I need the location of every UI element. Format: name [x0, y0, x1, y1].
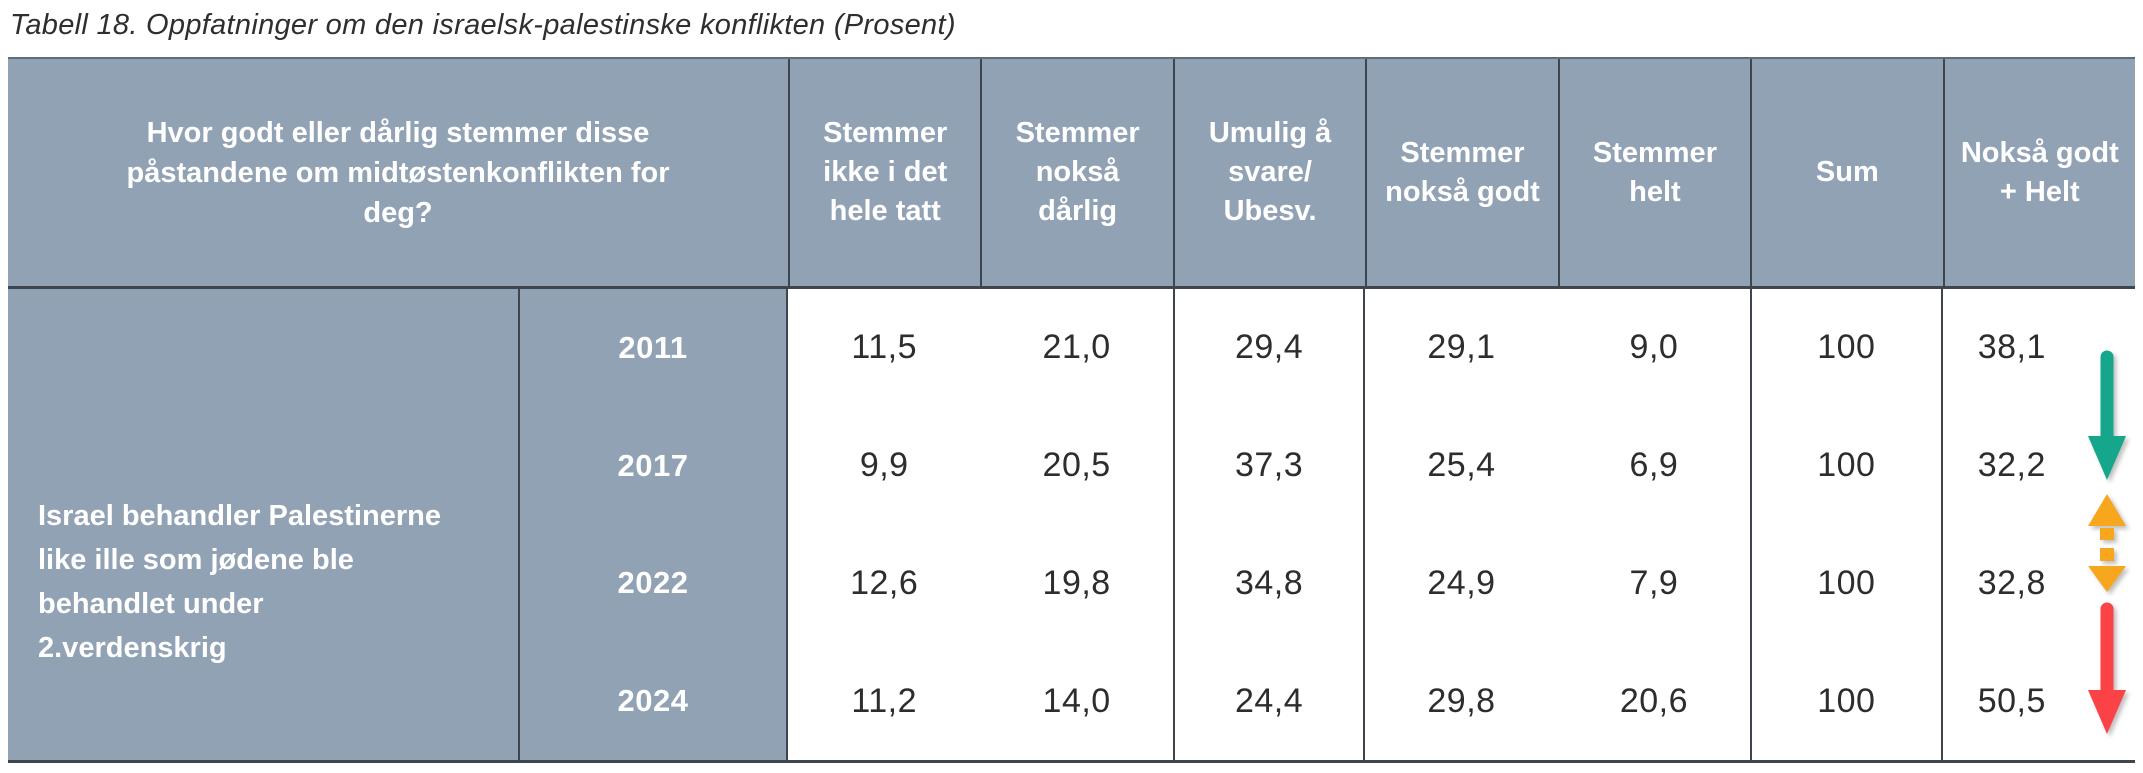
- value-cell: 6,9: [1557, 406, 1751, 525]
- value-cell: 20,5: [980, 406, 1173, 525]
- col-header-noksa-godt-helt: Nokså godt + Helt: [1942, 59, 2135, 289]
- value-cell: 29,4: [1172, 289, 1366, 407]
- col-header-stemmer-helt: Stemmer helt: [1557, 59, 1751, 289]
- value-cell: 24,4: [1172, 642, 1366, 760]
- year-label-2011: 2011: [520, 289, 788, 407]
- value-cell: 11,2: [788, 642, 981, 760]
- col-header-stemmer-noksa-darlig: Stemmer nokså dårlig: [980, 59, 1173, 289]
- table-18: Hvor godt eller dårlig stemmer disse pås…: [8, 57, 2135, 763]
- question-header-text: Hvor godt eller dårlig stemmer disse pås…: [126, 116, 670, 229]
- statement-cell: Israel behandler Palestinerne like ille …: [8, 289, 520, 760]
- value-cell: 9,9: [788, 406, 981, 525]
- value-cell: 34,8: [1172, 524, 1366, 643]
- year-label-2022: 2022: [520, 524, 788, 643]
- year-label-2024: 2024: [520, 642, 788, 760]
- value-cell: 32,2: [1942, 406, 2135, 525]
- value-cell: 100: [1750, 406, 1943, 525]
- value-cell: 9,0: [1557, 289, 1751, 407]
- value-cell: 7,9: [1557, 524, 1751, 643]
- value-cell: 38,1: [1942, 289, 2135, 407]
- table-title: Tabell 18. Oppfatninger om den israelsk-…: [10, 9, 956, 41]
- value-cell: 29,1: [1365, 289, 1558, 407]
- value-cell: 11,5: [788, 289, 981, 407]
- value-cell: 12,6: [788, 524, 981, 643]
- value-cell: 100: [1750, 524, 1943, 643]
- value-cell: 100: [1750, 642, 1943, 760]
- col-header-stemmer-ikke-i-det-hele-tatt: Stemmer ikke i det hele tatt: [788, 59, 981, 289]
- value-cell: 32,8: [1942, 524, 2135, 643]
- value-cell: 29,8: [1365, 642, 1558, 760]
- value-cell: 14,0: [980, 642, 1173, 760]
- col-header-sum: Sum: [1750, 59, 1943, 289]
- value-cell: 25,4: [1365, 406, 1558, 525]
- value-cell: 21,0: [980, 289, 1173, 407]
- value-cell: 50,5: [1942, 642, 2135, 760]
- value-cell: 37,3: [1172, 406, 1366, 525]
- col-header-stemmer-noksa-godt: Stemmer nokså godt: [1365, 59, 1558, 289]
- value-cell: 24,9: [1365, 524, 1558, 643]
- question-header-cell: Hvor godt eller dårlig stemmer disse pås…: [8, 59, 788, 289]
- year-label-2017: 2017: [520, 406, 788, 525]
- value-cell: 20,6: [1557, 642, 1751, 760]
- value-cell: 100: [1750, 289, 1943, 407]
- value-cell: 19,8: [980, 524, 1173, 643]
- col-header-umulig-a-svare: Umulig å svare/ Ubesv.: [1172, 59, 1366, 289]
